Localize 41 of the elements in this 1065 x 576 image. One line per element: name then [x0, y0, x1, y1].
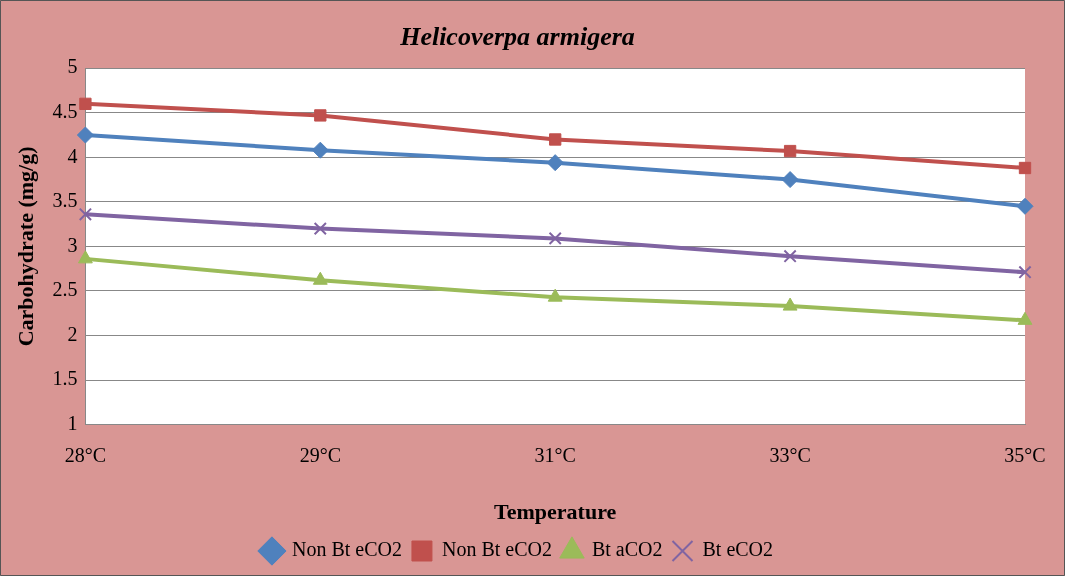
point [1018, 161, 1032, 175]
x-axis-title: Temperature [494, 499, 617, 525]
chart-title: Helicoverpa armigera [399, 22, 635, 52]
point [547, 288, 563, 302]
y-tick-label: 3 [67, 233, 78, 256]
y-tick-label: 1 [67, 411, 78, 434]
legend-label: Non Bt eCO2 [291, 538, 402, 561]
point [78, 207, 93, 221]
legend-label: Bt eCO2 [702, 538, 774, 561]
y-tick-label: 3.5 [52, 189, 78, 212]
y-tick-label: 5 [67, 55, 78, 78]
y-tick-label: 4 [67, 144, 78, 167]
point [311, 141, 329, 159]
point [546, 154, 564, 172]
x-tick-label: 28°C [64, 443, 107, 466]
y-tick-label: 1.5 [52, 367, 78, 390]
legend-label: Bt aCO2 [591, 538, 663, 561]
point [1016, 197, 1034, 215]
point [781, 171, 799, 189]
x-tick-label: 33°C [769, 443, 811, 466]
legend-label: Non Bt eCO2 [441, 538, 552, 561]
point [1017, 311, 1033, 325]
point [783, 249, 797, 263]
y-tick-label: 4.5 [52, 100, 78, 122]
point [313, 221, 327, 236]
point [76, 126, 94, 144]
point [549, 133, 562, 146]
x-tick-label: 31°C [534, 443, 576, 466]
point [314, 109, 327, 122]
x-tick-label: 35°C [1004, 443, 1046, 466]
point [312, 271, 328, 285]
point [77, 250, 93, 264]
point [782, 297, 798, 311]
point [548, 231, 562, 246]
y-tick-label: 2.5 [52, 278, 78, 301]
point [1018, 265, 1032, 279]
y-tick-label: 2 [67, 322, 78, 345]
x-tick-label: 29°C [299, 443, 341, 466]
point [783, 144, 797, 158]
y-axis-title: Carbohydrate (mg/g) [12, 146, 38, 347]
point [79, 97, 92, 110]
